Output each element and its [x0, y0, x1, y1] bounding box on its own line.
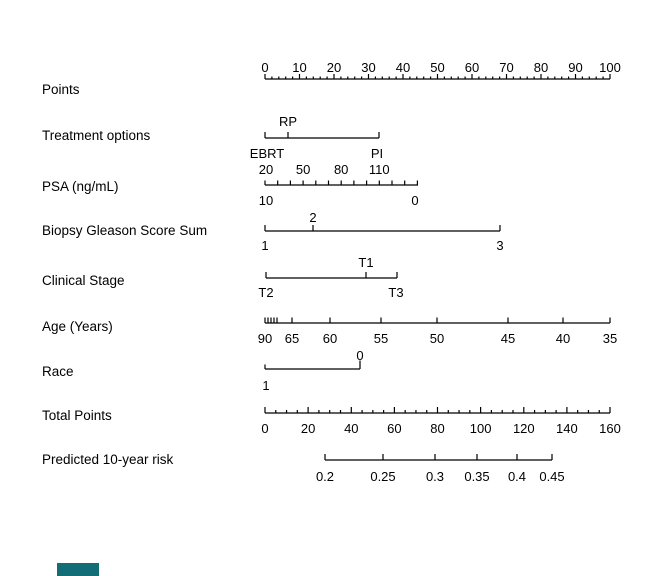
tick-label: 50 — [296, 162, 310, 177]
tick-label: 3 — [496, 238, 503, 253]
tick-label: 120 — [513, 421, 535, 436]
tick-label: T1 — [358, 255, 373, 270]
tick-label: 0.3 — [426, 469, 444, 484]
tick-label: 0 — [356, 348, 363, 363]
tick-label: 80 — [334, 162, 348, 177]
tick-label: 0.45 — [539, 469, 564, 484]
tick-label: 0 — [261, 60, 268, 75]
tick-label: 140 — [556, 421, 578, 436]
tick-label: 60 — [387, 421, 401, 436]
tick-label: 50 — [430, 60, 444, 75]
tick-label: PI — [371, 146, 383, 161]
tick-label: 90 — [568, 60, 582, 75]
tick-label: 100 — [470, 421, 492, 436]
tick-label: 0 — [261, 421, 268, 436]
tick-label: 0.4 — [508, 469, 526, 484]
tick-label: 55 — [374, 331, 388, 346]
tick-label: T3 — [388, 285, 403, 300]
tick-label: RP — [279, 114, 297, 129]
tick-label: 20 — [327, 60, 341, 75]
tick-label: 40 — [396, 60, 410, 75]
row-label-1: Treatment options — [42, 128, 151, 143]
tick-label: 35 — [603, 331, 617, 346]
bottom-bar-fragment — [57, 563, 99, 576]
tick-label: 0.2 — [316, 469, 334, 484]
tick-label: 0.25 — [370, 469, 395, 484]
tick-label: 1 — [262, 378, 269, 393]
row-label-3: Biopsy Gleason Score Sum — [42, 223, 207, 238]
tick-label: T2 — [258, 285, 273, 300]
tick-label: 80 — [430, 421, 444, 436]
tick-label: 60 — [465, 60, 479, 75]
tick-label: 20 — [301, 421, 315, 436]
tick-label: 0.35 — [464, 469, 489, 484]
tick-label: 60 — [323, 331, 337, 346]
tick-label: 45 — [501, 331, 515, 346]
tick-label: 10 — [259, 193, 273, 208]
row-label-2: PSA (ng/mL) — [42, 179, 119, 194]
row-label-0: Points — [42, 82, 80, 97]
row-label-4: Clinical Stage — [42, 273, 125, 288]
tick-label: 90 — [258, 331, 272, 346]
tick-label: 40 — [344, 421, 358, 436]
tick-label: 40 — [556, 331, 570, 346]
tick-label: 50 — [430, 331, 444, 346]
row-label-6: Race — [42, 364, 74, 379]
tick-label: EBRT — [250, 146, 284, 161]
row-label-8: Predicted 10-year risk — [42, 452, 174, 467]
tick-label: 80 — [534, 60, 548, 75]
tick-label: 30 — [361, 60, 375, 75]
tick-label: 2 — [309, 210, 316, 225]
tick-label: 65 — [285, 331, 299, 346]
tick-label: 0 — [411, 193, 418, 208]
row-label-5: Age (Years) — [42, 319, 113, 334]
tick-label: 1 — [261, 238, 268, 253]
row-label-7: Total Points — [42, 408, 112, 423]
tick-label: 100 — [599, 60, 621, 75]
tick-label: 110 — [369, 162, 390, 177]
tick-label: 70 — [499, 60, 513, 75]
tick-label: 10 — [292, 60, 306, 75]
tick-label: 20 — [259, 162, 273, 177]
tick-label: 160 — [599, 421, 621, 436]
